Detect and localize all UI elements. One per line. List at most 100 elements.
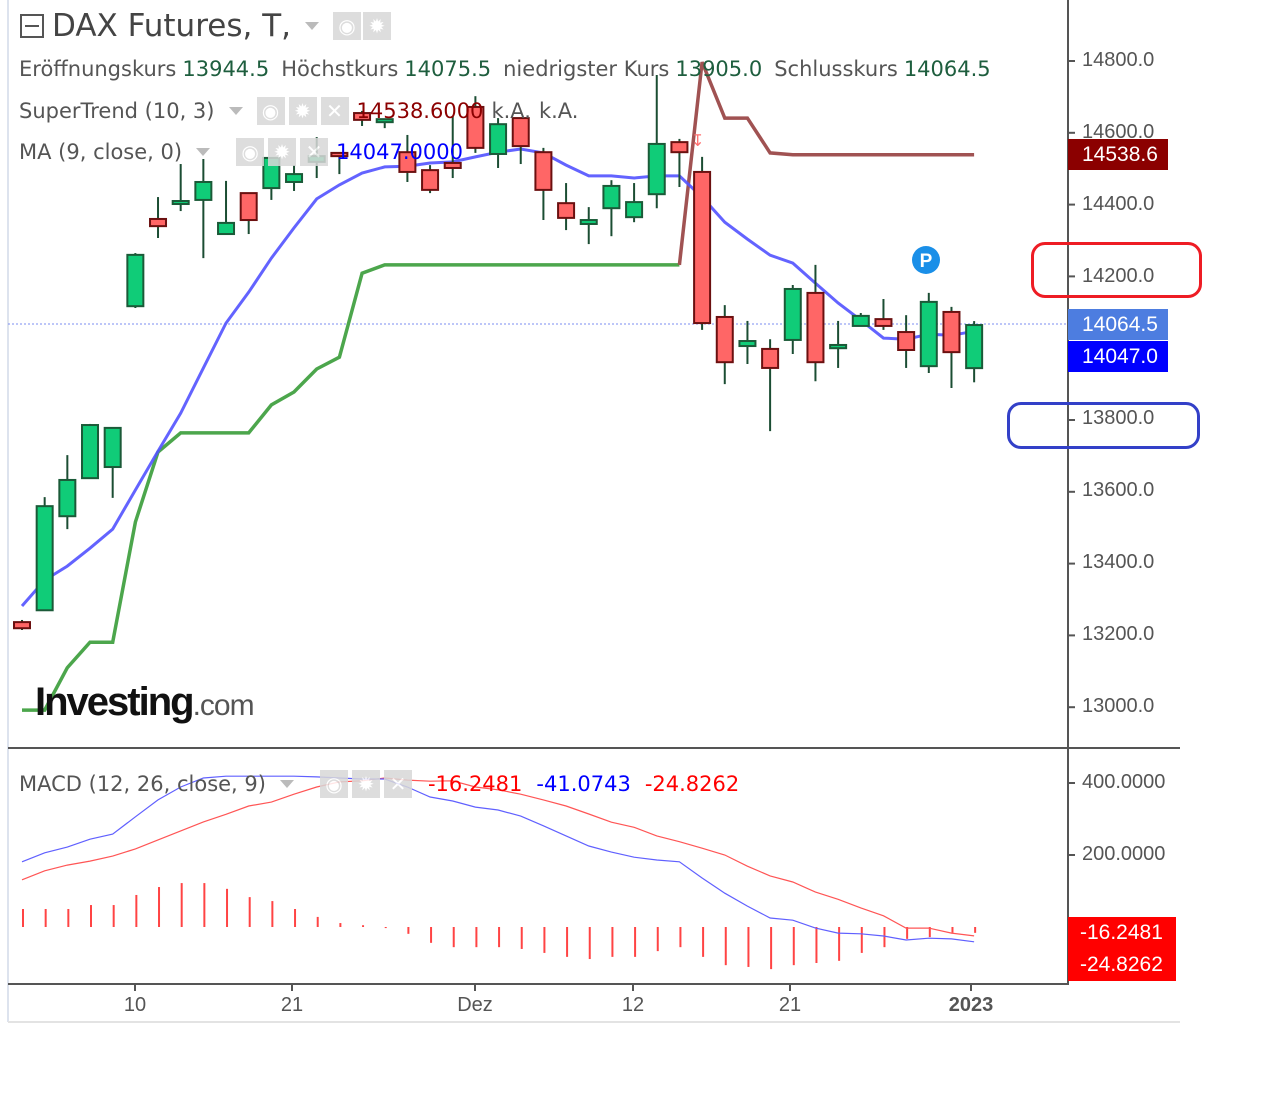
macd-hist-badge: -16.2481 [1068,917,1176,949]
chevron-down-icon[interactable] [279,780,294,788]
gear-icon[interactable]: ✹ [363,12,391,40]
candle-body-up [58,478,77,518]
candle-body-down [13,621,31,630]
close-icon[interactable]: ✕ [320,97,349,125]
supertrend-value: 14538.6000 [356,99,484,123]
candle [806,264,825,382]
candle [829,320,848,368]
candle-body-up [625,201,644,219]
candle-body-up [217,221,236,236]
candle-body-down [443,161,462,169]
candle-body-up [851,314,870,327]
supertrend-extra-1: k.A. [491,99,531,123]
macd-value: -41.0743 [536,772,631,796]
price-axis-ticks [1068,60,1075,856]
open-value: 13944.5 [182,57,270,81]
time-label: 21 [280,994,304,1016]
ma-label[interactable]: MA (9, close, 0) [19,140,183,164]
candle [489,118,508,168]
candle-body-up [602,184,621,210]
candle [375,118,394,129]
candle [534,147,553,221]
eye-icon[interactable]: ◉ [236,138,265,166]
supertrend-price-badge: 14538.6 [1068,139,1168,170]
candle [942,306,961,389]
ohlc-row: Eröffnungskurs 13944.5 Höchstkurs 14075.… [19,57,991,81]
candle [149,197,168,238]
candle-body-up [489,123,508,155]
chevron-down-icon[interactable] [228,107,243,115]
supertrend-up-line [22,263,680,712]
macd-tick-label: 200.0000 [1082,843,1166,865]
logo-domain: .com [192,689,255,722]
annotation-blue-ellipse [1007,402,1200,449]
chevron-down-icon[interactable] [196,148,211,156]
chart-title: DAX Futures, T, [52,8,291,44]
candle [421,165,440,194]
candle-body-up [194,180,213,201]
price-tick-label: 14600.0 [1082,121,1155,143]
candle [851,313,870,327]
open-label: Eröffnungskurs [19,57,177,81]
pivot-icon[interactable] [912,246,940,274]
candle [715,305,734,385]
price-tick-label: 13200.0 [1082,623,1155,645]
candle-body-down [874,318,893,327]
high-value: 14075.5 [404,57,492,81]
close-value: 14064.5 [903,57,991,81]
macd-line [21,775,975,943]
macd-pane [21,775,977,970]
candle [103,426,122,498]
candle-body-up [919,300,938,368]
pivot-marker[interactable]: P [912,246,940,274]
candle [874,299,893,330]
candle-body-down [806,291,825,364]
candle-body-up [126,253,145,308]
candle-body-down [511,117,530,148]
close-icon[interactable]: ✕ [383,770,412,798]
supertrend-down-line [677,61,975,266]
candle [511,117,530,165]
low-label: niedrigster Kurs [503,57,670,81]
high-label: Höchstkurs [281,57,399,81]
macd-legend[interactable]: MACD (12, 26, close, 9) ◉ ✹ ✕ -16.2481 -… [19,770,739,798]
gear-icon[interactable]: ✹ [268,138,297,166]
candle [579,207,598,245]
candle [239,192,258,235]
supertrend-label[interactable]: SuperTrend (10, 3) [19,99,215,123]
price-tick-label: 13800.0 [1082,407,1155,429]
chart-title-row: DAX Futures, T, ◉ ✹ [20,8,391,44]
candle-body-down [534,151,553,191]
candle-body-down [466,105,485,149]
gear-icon[interactable]: ✹ [288,97,317,125]
time-label: 12 [621,994,645,1016]
candle [443,115,462,179]
logo-main: Investing [35,680,195,724]
ma-legend[interactable]: MA (9, close, 0) ◉ ✹ ✕ 14047.0000 [19,138,463,166]
candle [783,285,802,354]
time-label: 21 [778,994,802,1016]
collapse-icon[interactable] [20,14,44,38]
eye-icon[interactable]: ◉ [319,770,348,798]
chevron-down-icon[interactable] [305,22,319,30]
eye-icon[interactable]: ◉ [333,12,361,40]
candle-body-down [670,141,689,154]
candle-body-down [693,170,712,325]
candle [13,619,31,631]
price-tick-label: 14800.0 [1082,49,1155,71]
gear-icon[interactable]: ✹ [351,770,380,798]
macd-hist-value: -16.2481 [427,772,523,796]
candle-body-up [829,343,848,350]
candle-body-down [715,315,734,364]
close-icon[interactable]: ✕ [300,138,329,166]
supertrend-extra-2: k.A. [538,99,579,123]
time-axis-ticks [134,984,972,991]
macd-label[interactable]: MACD (12, 26, close, 9) [19,772,266,796]
candle-body-down [421,169,440,191]
candle [466,96,485,153]
candle-body-down [353,112,372,121]
macd-signal-line [21,777,975,937]
eye-icon[interactable]: ◉ [256,97,285,125]
supertrend-legend[interactable]: SuperTrend (10, 3) ◉ ✹ ✕ 14538.6000 k.A.… [19,97,578,125]
